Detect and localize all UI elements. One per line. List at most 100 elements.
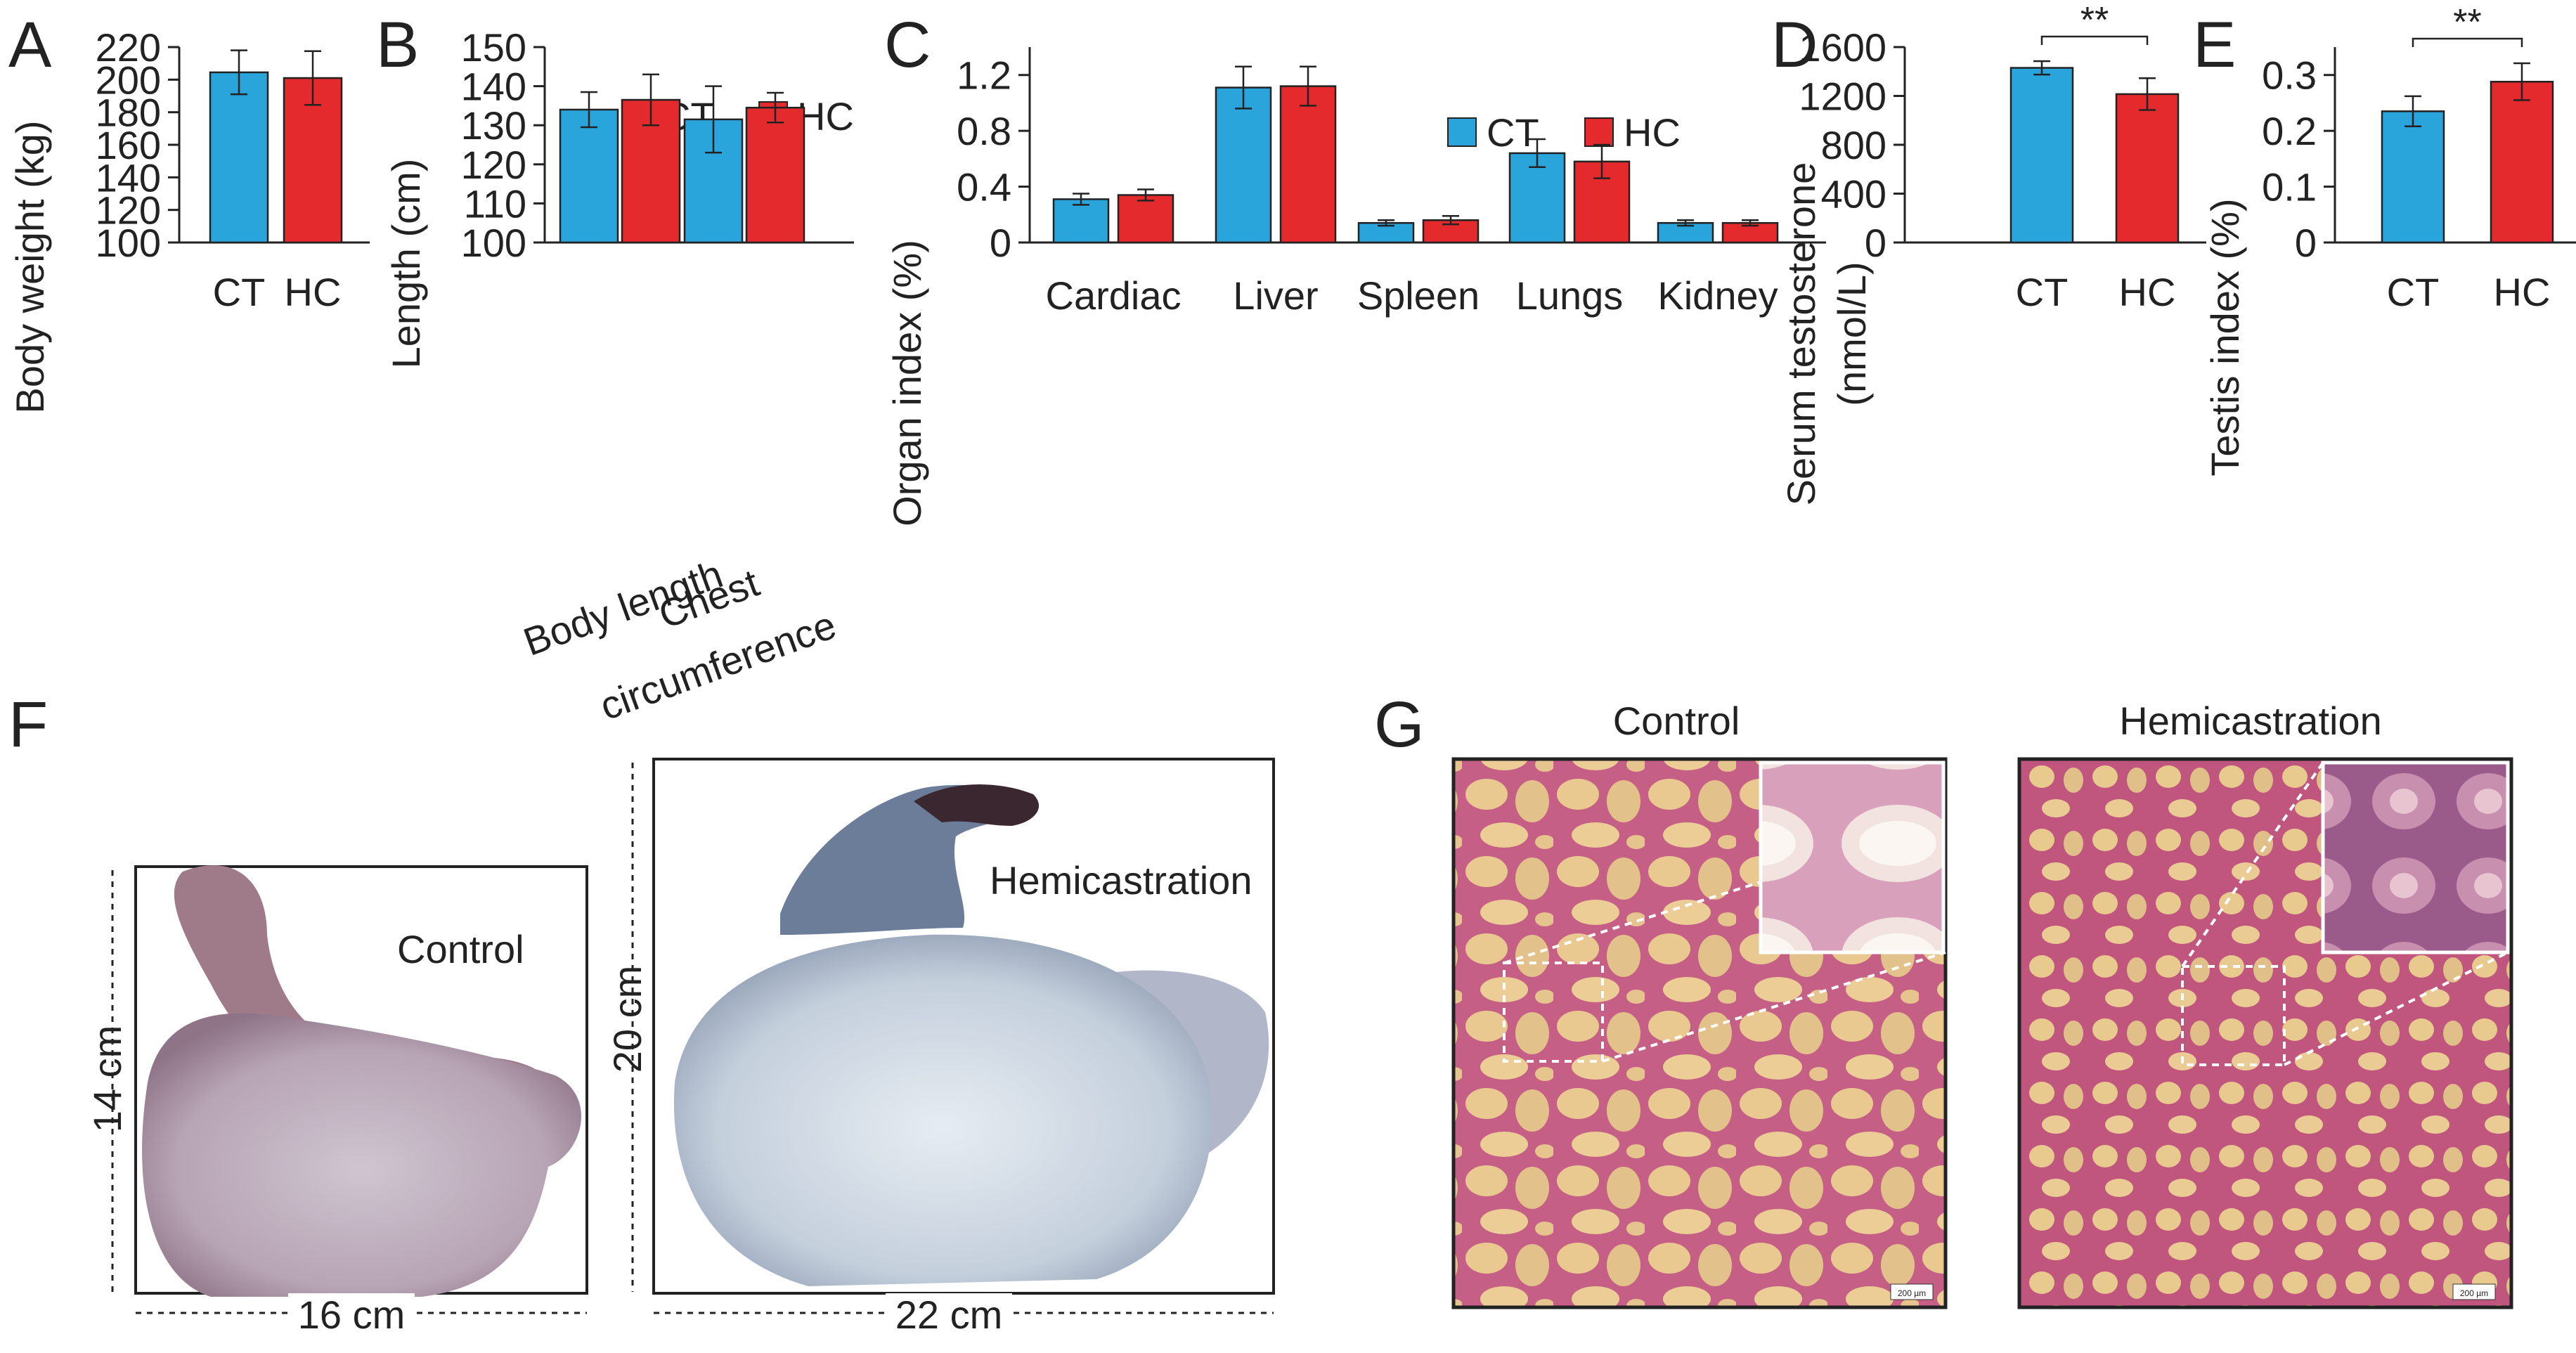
panel-f-hemicastration-photo: Hemicastration 20 cm 22 cm [605, 758, 1275, 1337]
chart-e-x-label-ct: CT [2387, 270, 2440, 314]
chart-e-testis-index: Testis index (%) 0 0.1 0.2 0.3 CT HC ** [2203, 2, 2576, 477]
histology-hemi-title: Hemicastration [2119, 699, 2381, 743]
panel-g-control-histology: Control 200 µm [1451, 699, 1948, 1309]
chart-c-organ-index: Organ index (%) CT HC 0 0.4 0.8 1.2 Cardiac L… [885, 47, 1826, 526]
histology-hemi-inset [2321, 760, 2510, 954]
panel-letter-e: E [2193, 9, 2236, 81]
chart-b-y-tick-label: 140 [461, 65, 526, 109]
histology-control-title: Control [1613, 699, 1740, 743]
chart-c-ylabel: Organ index (%) [885, 240, 929, 526]
control-width-label-bg [288, 1293, 415, 1335]
chart-c-x-label-liver: Liver [1233, 273, 1318, 318]
chart-d-ylabel-line2: (nmol/L) [1830, 261, 1874, 406]
histology-control-zoom-line-bottom [1602, 951, 1946, 1063]
chart-a-y-tick-label: 220 [96, 25, 161, 70]
histology-hemi-zoom-line-top [2181, 761, 2324, 968]
chart-b-y-tick-label: 130 [461, 103, 526, 148]
panel-letter-d: D [1771, 9, 1818, 81]
chart-d-y-tick-label: 400 [1821, 172, 1886, 216]
histology-control-roi [1503, 962, 1604, 1063]
chart-e-bar-1 [2490, 80, 2554, 244]
panel-letter-c: C [884, 9, 931, 81]
panel-g-hemicastration-histology: Hemicastration 200 µm [2017, 699, 2513, 1309]
chart-c-y-tick-label: 1.2 [957, 53, 1011, 98]
chart-c-legend-hc-swatch [1584, 117, 1614, 147]
chart-c-bar-0-1 [1117, 194, 1174, 244]
chart-d-bar-0 [2009, 67, 2074, 244]
hemi-height-label: 20 cm [605, 966, 649, 1073]
chart-a-y-tick-label: 120 [96, 188, 161, 233]
histology-control-scale-bar-label: 200 µm [1898, 1288, 1926, 1298]
chart-b-bar-1-1 [745, 106, 805, 244]
chart-c-y-tick-label: 0.8 [957, 109, 1011, 153]
chart-c-bar-3-0 [1508, 152, 1566, 244]
chart-c-bar-1-0 [1215, 86, 1272, 244]
chart-e-y-tick-label: 0.1 [2262, 165, 2317, 209]
chart-a-y-tick-label: 200 [96, 58, 161, 102]
hemi-width-label-bg [886, 1293, 1012, 1335]
chart-e-significance-label: ** [2453, 2, 2481, 43]
chart-b-length: Length (cm) CT HC Body length Chest circ… [384, 25, 854, 728]
chart-c-legend-ct-label: CT [1487, 110, 1539, 155]
chart-a-x-label-hc: HC [285, 270, 342, 314]
chart-c-x-label-cardiac: Cardiac [1046, 273, 1182, 318]
chart-a-bar-1 [283, 77, 343, 244]
chart-c-bar-0-0 [1052, 198, 1110, 244]
chart-e-y-tick-label: 0 [2295, 221, 2317, 265]
chart-e-y-tick-label: 0.3 [2262, 53, 2317, 98]
chart-c-y-tick-label: 0.4 [957, 165, 1011, 209]
panel-letter-g: G [1374, 689, 1425, 760]
hemi-width-label: 22 cm [895, 1293, 1003, 1337]
chart-c-x-label-spleen: Spleen [1357, 273, 1480, 318]
control-width-label: 16 cm [298, 1293, 406, 1337]
chart-c-legend-hc-label: HC [1624, 110, 1681, 155]
histology-control-scale-bar-box [1890, 1283, 1934, 1300]
chart-b-legend-hc-label: HC [797, 94, 854, 138]
histology-hemi-roi [2181, 965, 2286, 1066]
hemi-testis-shape [673, 934, 1212, 1286]
histology-control-zoom-line-top [1503, 881, 1761, 964]
chart-b-y-tick-label: 100 [461, 221, 526, 265]
chart-c-legend-ct-swatch [1447, 117, 1477, 147]
chart-d-significance-label: ** [2080, 0, 2109, 41]
chart-b-y-tick-label: 110 [464, 181, 526, 226]
chart-e-significance-bracket [2412, 37, 2523, 48]
panel-letter-b: B [376, 9, 419, 81]
chart-b-y-tick-label: 120 [461, 143, 526, 187]
chart-c-y-tick-label: 0 [990, 221, 1011, 265]
chart-c-bar-1-1 [1279, 85, 1337, 244]
chart-a-x-label-ct: CT [213, 270, 266, 314]
chart-a-ylabel: Body weight (kg) [8, 120, 52, 413]
panel-f-control-photo: Control 14 cm 16 cm [85, 865, 588, 1337]
histology-hemi-zoom-line-bottom [2284, 951, 2509, 1066]
chart-b-y-tick-label: 150 [461, 25, 526, 70]
chart-b-ylabel: Length (cm) [384, 159, 428, 369]
chart-d-ylabel-line1: Serum testosterone [1779, 162, 1823, 506]
chart-e-bar-0 [2381, 110, 2445, 244]
chart-e-x-label-hc: HC [2494, 270, 2551, 314]
chart-d-x-label-hc: HC [2119, 270, 2176, 314]
chart-a-y-tick-label: 100 [96, 221, 161, 265]
chart-e-y-tick-label: 0.2 [2262, 109, 2317, 153]
chart-d-y-tick-label: 800 [1821, 123, 1886, 167]
chart-a-y-tick-label: 160 [96, 123, 161, 167]
chart-c-x-label-kidney: Kidney [1657, 273, 1778, 318]
chart-c-x-label-lungs: Lungs [1516, 273, 1624, 318]
control-height-label: 14 cm [85, 1025, 129, 1133]
chart-d-y-tick-label: 0 [1865, 221, 1886, 265]
chart-d-y-tick-label: 1200 [1799, 75, 1886, 119]
chart-e-ylabel: Testis index (%) [2203, 198, 2247, 476]
hemi-photo-label: Hemicastration [990, 858, 1252, 902]
histology-hemi-scale-bar-label: 200 µm [2460, 1288, 2488, 1298]
control-photo-label: Control [397, 927, 524, 971]
chart-d-x-label-ct: CT [2016, 270, 2069, 314]
chart-d-significance-bracket [2040, 35, 2149, 45]
hemi-spermatic-cord-shape [780, 784, 1033, 935]
hemi-cord-tip-shape [914, 784, 1040, 826]
chart-a-y-tick-label: 140 [96, 155, 161, 200]
histology-control-inset [1759, 760, 1946, 954]
control-testis-shape [142, 1013, 582, 1297]
